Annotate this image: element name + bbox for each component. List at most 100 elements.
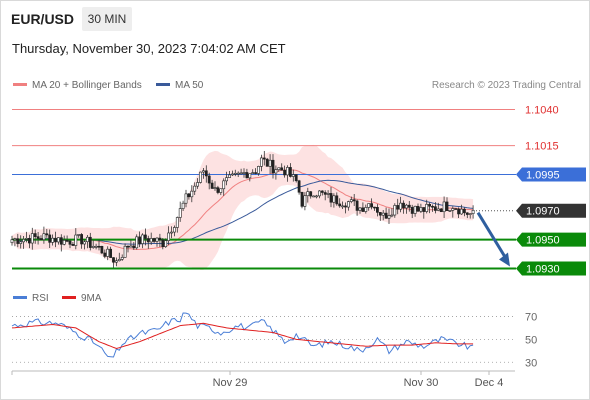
candle [16, 233, 20, 248]
candle-body [51, 237, 55, 243]
resistance-label: 1.1015 [525, 141, 559, 153]
candle-body [259, 157, 263, 167]
candle [468, 213, 472, 219]
candle-body [373, 206, 376, 209]
time-axis: Nov 29 Nov 30 Dec 4 [11, 370, 515, 389]
candle-body [158, 237, 162, 241]
candle [65, 235, 69, 243]
projection-arrow-shaft [476, 211, 508, 260]
candle [335, 192, 339, 206]
candle [422, 207, 426, 219]
candle [419, 203, 423, 213]
candle [91, 240, 95, 249]
candle-body [239, 172, 243, 175]
candle [129, 239, 133, 248]
rsi-tick-label: 50 [525, 334, 537, 346]
candle [158, 233, 162, 247]
candle [416, 203, 420, 212]
candle [291, 169, 295, 182]
candle [80, 233, 84, 249]
candle [248, 173, 252, 182]
candle [45, 228, 49, 238]
candle-body [25, 238, 28, 240]
candle-body [144, 234, 147, 239]
candle-body [80, 234, 84, 245]
candle [71, 242, 75, 246]
candle [393, 203, 397, 218]
timeframe-button[interactable]: 30 MIN [82, 7, 132, 31]
candle-body [419, 207, 423, 212]
candle-body [210, 182, 214, 189]
candle [274, 165, 278, 180]
legend-ma20: MA 20 + Bollinger Bands [13, 80, 142, 91]
candle [280, 163, 284, 171]
candle-body [283, 169, 287, 176]
legend-ma20-label: MA 20 + Bollinger Bands [32, 80, 142, 91]
candle [135, 234, 139, 250]
candle-body [445, 201, 449, 211]
pivot-label: 1.0995 [526, 170, 560, 182]
candle [315, 194, 318, 199]
candle [442, 196, 446, 219]
candle [454, 208, 458, 210]
candle-body [378, 212, 382, 216]
candle [141, 233, 144, 249]
candle [54, 231, 57, 248]
candle-body [216, 187, 220, 193]
time-axis-label: Nov 29 [213, 377, 248, 389]
candle-body [390, 214, 394, 217]
candle [306, 187, 310, 203]
legend-rsi: RSI [13, 293, 49, 304]
candle-body [471, 210, 475, 214]
candle [309, 191, 313, 199]
candle-body [71, 244, 75, 246]
candle [465, 212, 469, 219]
candle [178, 201, 182, 222]
candle-body [242, 172, 246, 174]
candle [254, 168, 258, 175]
candle-body [338, 203, 342, 207]
candle-body [413, 205, 417, 214]
candle [190, 185, 194, 203]
candle-body [381, 212, 385, 216]
candle [120, 254, 124, 261]
candle-body [315, 195, 318, 198]
candle-body [323, 192, 327, 195]
candle [13, 237, 17, 247]
candle-body [126, 245, 130, 248]
candle-body [94, 245, 98, 248]
candle [329, 186, 333, 208]
candle-body [228, 174, 231, 178]
candle [387, 208, 391, 225]
candle [399, 196, 403, 213]
candle [86, 235, 89, 249]
candle [375, 204, 379, 217]
candle [132, 242, 136, 250]
candle [439, 207, 443, 213]
candle [283, 165, 287, 178]
candle-body [112, 257, 115, 263]
candle-body [10, 239, 14, 243]
candle-body [68, 240, 72, 245]
candle-body [335, 195, 339, 205]
candle-body [135, 236, 139, 249]
candle [396, 198, 400, 215]
datetime-label: Thursday, November 30, 2023 7:04:02 AM C… [12, 41, 286, 56]
candle-body [422, 207, 426, 212]
candle [451, 206, 455, 218]
candle [448, 210, 452, 213]
candle-body [396, 205, 400, 210]
candle [233, 169, 237, 177]
support-label: 1.0950 [526, 235, 560, 247]
candle-body [149, 238, 153, 243]
candle-body [161, 239, 165, 248]
candle [181, 200, 185, 212]
candle [344, 202, 347, 214]
candle-body [106, 248, 110, 257]
candle-body [178, 208, 182, 218]
candle-body [404, 204, 408, 209]
candle [413, 205, 417, 217]
candle-body [123, 245, 127, 258]
candle-body [309, 191, 313, 197]
